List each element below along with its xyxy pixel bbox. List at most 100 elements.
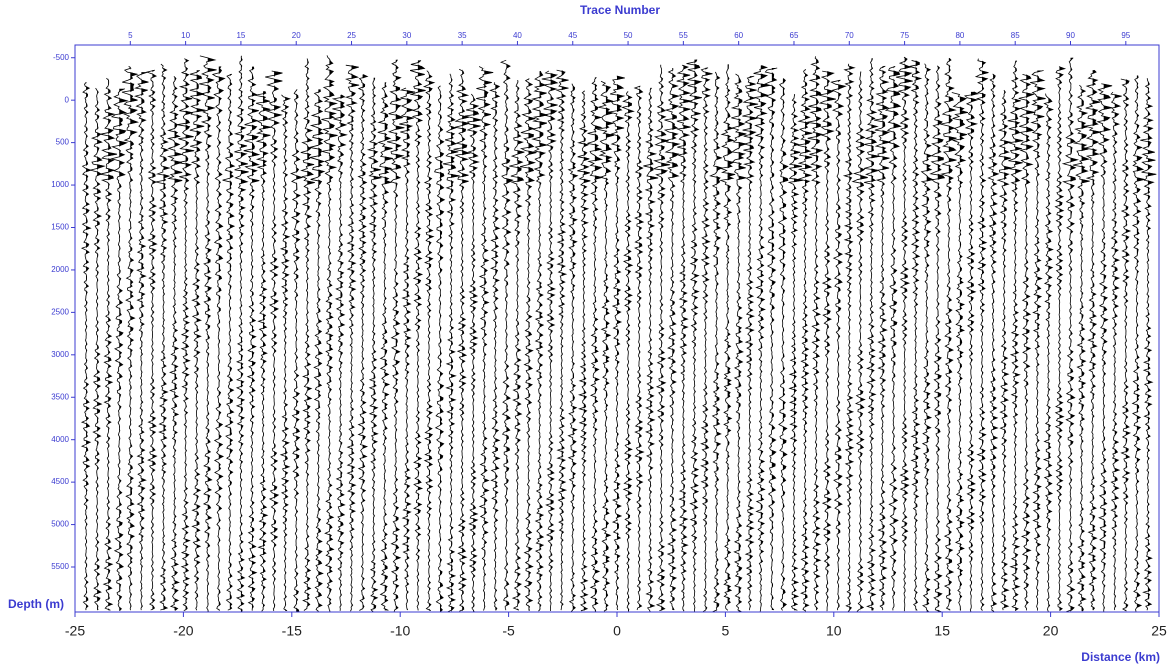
trace-fill: [417, 60, 426, 611]
trace-wiggle: [1084, 69, 1102, 611]
trace-fill: [650, 87, 659, 612]
trace-wiggle: [211, 66, 226, 611]
trace-fill: [318, 89, 325, 612]
top-tick-label: 75: [900, 31, 909, 40]
trace-wiggle: [719, 64, 736, 611]
trace-fill: [1081, 85, 1090, 612]
trace-wiggle: [987, 73, 1000, 613]
trace-wiggle: [90, 87, 106, 611]
trace-wiggle: [99, 77, 118, 611]
x-tick-label: -15: [282, 623, 302, 639]
trace-fill: [296, 89, 303, 612]
trace-wiggle: [222, 73, 236, 611]
trace-wiggle: [874, 65, 891, 611]
trace-fill: [274, 70, 283, 611]
trace-wiggle: [155, 63, 171, 611]
trace-wiggle: [1030, 70, 1046, 611]
trace-wiggle: [476, 66, 494, 611]
trace-wiggle: [464, 93, 482, 613]
trace-wiggle: [176, 58, 195, 612]
y-axis-label: Depth (m): [8, 597, 64, 611]
trace-fill: [760, 65, 770, 612]
trace-fill: [196, 70, 206, 611]
trace-wiggle: [133, 71, 149, 611]
trace-wiggle: [597, 80, 615, 612]
trace-wiggle: [1061, 57, 1080, 613]
trace-wiggle: [621, 91, 635, 612]
top-axis-label: Trace Number: [580, 3, 660, 17]
trace-fill: [130, 66, 138, 611]
top-tick-label: 95: [1121, 31, 1130, 40]
trace-fill: [406, 88, 415, 611]
trace-wiggle: [80, 81, 93, 611]
trace-fill: [1136, 75, 1145, 612]
trace-wiggle: [519, 78, 537, 611]
trace-wiggle: [964, 91, 980, 612]
trace-wiggle: [387, 59, 405, 612]
trace-fill: [860, 71, 868, 612]
trace-fill: [395, 59, 405, 612]
trace-wiggle: [643, 87, 659, 613]
trace-fill: [970, 91, 978, 612]
trace-fill: [904, 57, 913, 612]
trace-wiggle: [453, 68, 471, 612]
x-tick-label: -25: [65, 623, 85, 639]
trace-fill: [451, 73, 460, 612]
trace-wiggle: [686, 59, 703, 612]
top-tick-label: 30: [402, 31, 411, 40]
trace-wiggle: [940, 57, 957, 611]
x-tick-label: 0: [613, 623, 621, 639]
trace-wiggle: [265, 70, 283, 612]
trace-fill: [285, 94, 290, 611]
trace-fill: [705, 67, 713, 612]
traces: [80, 55, 1157, 613]
y-tick-label: 3500: [51, 392, 69, 401]
trace-wiggle: [633, 85, 645, 611]
trace-wiggle: [929, 65, 946, 613]
x-tick-label: 25: [1151, 623, 1167, 639]
trace-wiggle: [1072, 84, 1091, 612]
trace-fill: [716, 71, 722, 612]
trace-wiggle: [309, 89, 326, 612]
x-tick-label: -20: [173, 623, 193, 639]
trace-wiggle: [700, 67, 713, 613]
trace-fill: [628, 91, 634, 612]
trace-wiggle: [851, 71, 868, 612]
trace-wiggle: [830, 79, 847, 611]
x-tick-label: -5: [502, 623, 515, 639]
trace-fill: [174, 76, 183, 611]
trace-wiggle: [399, 87, 416, 611]
y-tick-label: 500: [56, 138, 70, 147]
y-tick-label: 1000: [51, 180, 69, 189]
trace-wiggle: [863, 58, 881, 611]
x-tick-label: 5: [722, 623, 730, 639]
trace-wiggle: [434, 85, 446, 613]
top-tick-label: 25: [347, 31, 356, 40]
trace-wiggle: [796, 68, 813, 612]
trace-wiggle: [753, 65, 770, 612]
trace-wiggle: [145, 69, 158, 611]
trace-wiggle: [1018, 73, 1036, 611]
x-tick-label: -10: [390, 623, 410, 639]
trace-fill: [594, 77, 603, 612]
trace-wiggle: [541, 70, 559, 611]
trace-wiggle: [357, 74, 369, 611]
trace-fill: [263, 91, 272, 612]
trace-wiggle: [234, 55, 249, 612]
y-tick-label: 1500: [51, 223, 69, 232]
trace-wiggle: [110, 88, 129, 612]
y-tick-label: 0: [65, 95, 70, 104]
trace-wiggle: [189, 69, 206, 611]
trace-fill: [1125, 78, 1130, 611]
trace-fill: [1092, 70, 1102, 611]
trace-wiggle: [742, 75, 759, 611]
trace-wiggle: [531, 70, 548, 612]
trace-wiggle: [818, 70, 836, 612]
trace-wiggle: [663, 68, 681, 611]
trace-wiggle: [290, 89, 304, 612]
trace-wiggle: [199, 55, 217, 612]
trace-fill: [119, 88, 127, 611]
y-tick-label: 4000: [51, 435, 69, 444]
trace-wiggle: [587, 77, 604, 612]
